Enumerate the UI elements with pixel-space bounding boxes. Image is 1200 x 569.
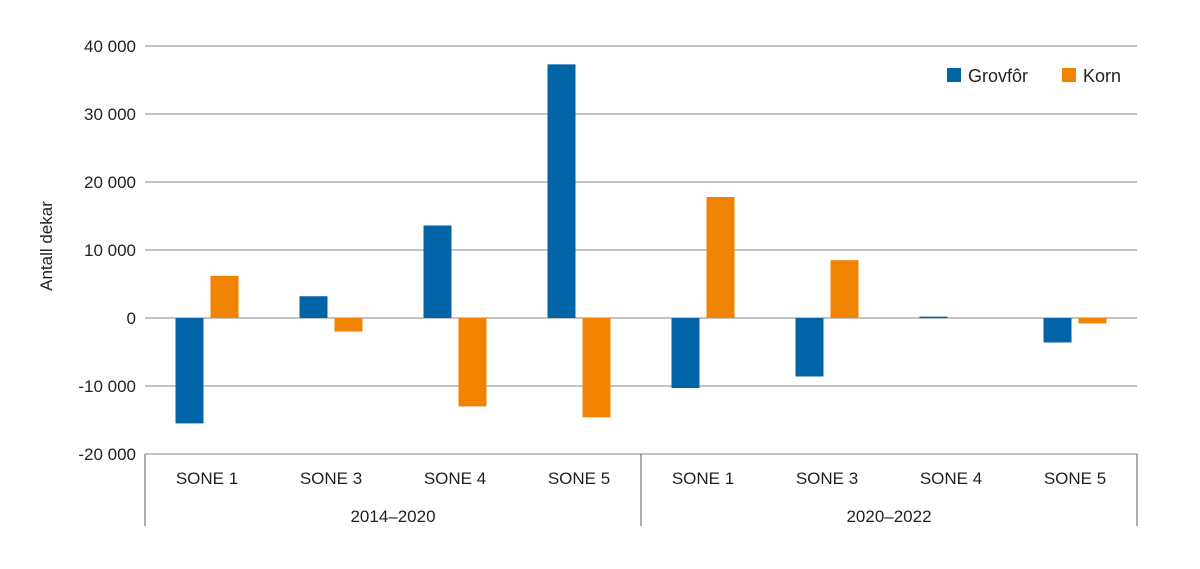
bar-korn <box>1078 318 1107 324</box>
y-tick-label: 30 000 <box>84 105 136 124</box>
legend-swatch <box>947 68 961 82</box>
legend: Grovfôr Korn <box>947 66 1121 86</box>
bar-korn <box>334 318 363 332</box>
bar-grovfor <box>795 318 824 377</box>
x-tick-label: SONE 3 <box>300 469 362 488</box>
y-axis-label: Antall dekar <box>37 201 56 291</box>
x-tick-label: SONE 4 <box>920 469 982 488</box>
bars <box>175 64 1107 424</box>
y-tick-label: -20 000 <box>78 445 136 464</box>
bar-grovfor <box>423 225 452 318</box>
y-tick-label: 0 <box>127 309 136 328</box>
y-tick-label: 20 000 <box>84 173 136 192</box>
x-tick-label: SONE 5 <box>548 469 610 488</box>
bar-korn <box>582 318 611 418</box>
legend-label: Korn <box>1083 66 1121 86</box>
bar-grovfor <box>299 296 328 318</box>
bar-korn <box>706 196 735 318</box>
bar-grovfor <box>175 318 204 424</box>
bar-korn <box>830 260 859 318</box>
legend-swatch <box>1062 68 1076 82</box>
y-tick-label: -10 000 <box>78 377 136 396</box>
group-label: 2014–2020 <box>350 507 435 526</box>
x-tick-label: SONE 3 <box>796 469 858 488</box>
axes: 40 000 30 000 20 000 10 000 0 -10 000 -20 000 S… <box>78 37 1138 526</box>
bar-korn <box>210 275 239 318</box>
bar-grovfor <box>547 64 576 318</box>
gridlines <box>145 45 1137 455</box>
group-label: 2020–2022 <box>846 507 931 526</box>
x-tick-label: SONE 5 <box>1044 469 1106 488</box>
legend-label: Grovfôr <box>968 66 1028 86</box>
x-tick-label: SONE 1 <box>176 469 238 488</box>
bar-grovfor <box>671 318 700 389</box>
x-tick-label: SONE 4 <box>424 469 486 488</box>
y-tick-label: 40 000 <box>84 37 136 56</box>
bar-korn <box>458 318 487 407</box>
bar-grovfor <box>1043 318 1072 343</box>
bar-grovfor <box>919 316 948 319</box>
x-tick-label: SONE 1 <box>672 469 734 488</box>
y-tick-label: 10 000 <box>84 241 136 260</box>
